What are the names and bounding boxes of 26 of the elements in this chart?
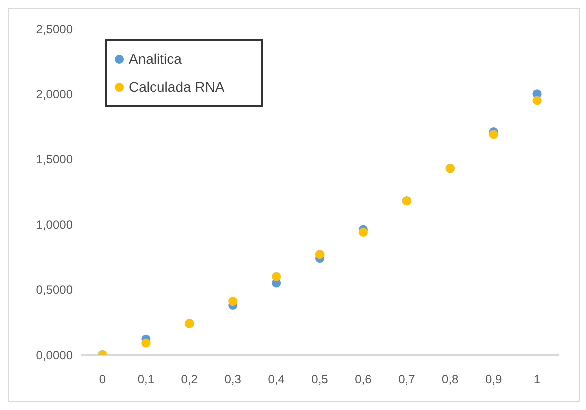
point [532,96,542,106]
y-tick-label: 1,5000 [36,152,74,167]
point [315,250,325,260]
x-tick-label: 0,2 [181,372,198,387]
point [489,130,498,140]
y-tick-label: 0,0000 [36,348,74,362]
y-tick-label: 1,0000 [36,218,74,232]
x-tick-label: 0,7 [398,372,416,387]
x-tick-label: 0,8 [442,372,460,387]
x-tick-label: 0,4 [268,372,286,387]
point [272,272,282,282]
x-tick-label: 0,3 [224,372,242,387]
y-tick-label: 0,5000 [36,283,74,298]
x-tick-label: 0 [99,372,106,387]
x-tick-label: 1 [534,372,541,387]
legend-label: Calculada RNA [129,78,225,97]
legend-label: Analitica [129,50,182,69]
y-tick-label: 2,0000 [36,87,74,102]
x-tick-label: 0,5 [312,372,329,387]
x-tick-label: 0,9 [485,372,502,387]
point [358,228,368,237]
x-tick-label: 0,6 [355,372,372,387]
point [142,338,151,348]
point [228,297,238,306]
x-tick-label: 0,1 [138,372,155,387]
y-tick-label: 2,5000 [36,22,74,36]
